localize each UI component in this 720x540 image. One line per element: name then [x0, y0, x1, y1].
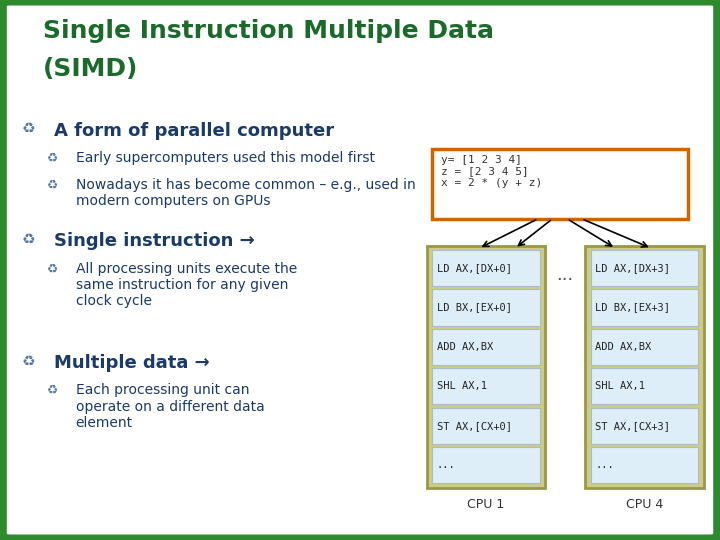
Text: CPU 1: CPU 1 — [467, 498, 505, 511]
Text: (SIMD): (SIMD) — [43, 57, 138, 80]
FancyBboxPatch shape — [432, 368, 540, 404]
FancyBboxPatch shape — [432, 250, 540, 286]
Text: Each processing unit can
operate on a different data
element: Each processing unit can operate on a di… — [76, 383, 264, 430]
Text: ♻: ♻ — [47, 151, 58, 164]
Text: A form of parallel computer: A form of parallel computer — [54, 122, 334, 139]
FancyBboxPatch shape — [590, 447, 698, 483]
Text: ...: ... — [436, 460, 456, 470]
Text: ♻: ♻ — [47, 383, 58, 396]
FancyBboxPatch shape — [590, 250, 698, 286]
Text: ♻: ♻ — [22, 122, 35, 137]
Text: SHL AX,1: SHL AX,1 — [436, 381, 487, 391]
Text: ADD AX,BX: ADD AX,BX — [595, 342, 652, 352]
FancyBboxPatch shape — [426, 246, 546, 488]
Text: SHL AX,1: SHL AX,1 — [595, 381, 645, 391]
FancyBboxPatch shape — [590, 408, 698, 444]
FancyBboxPatch shape — [585, 246, 704, 488]
FancyBboxPatch shape — [5, 4, 715, 536]
Text: LD AX,[DX+3]: LD AX,[DX+3] — [595, 263, 670, 273]
Text: ST AX,[CX+0]: ST AX,[CX+0] — [436, 421, 512, 431]
FancyBboxPatch shape — [432, 408, 540, 444]
FancyBboxPatch shape — [432, 447, 540, 483]
Bar — [0, 0, 29, 540]
Text: LD AX,[DX+0]: LD AX,[DX+0] — [436, 263, 512, 273]
FancyBboxPatch shape — [432, 289, 540, 326]
FancyBboxPatch shape — [432, 148, 688, 219]
FancyBboxPatch shape — [590, 289, 698, 326]
Text: ADD AX,BX: ADD AX,BX — [436, 342, 493, 352]
Text: Early supercomputers used this model first: Early supercomputers used this model fir… — [76, 151, 374, 165]
Text: Single Instruction Multiple Data: Single Instruction Multiple Data — [43, 19, 494, 43]
Text: ♻: ♻ — [47, 178, 58, 191]
Text: Nowadays it has become common – e.g., used in
modern computers on GPUs: Nowadays it has become common – e.g., us… — [76, 178, 415, 208]
FancyBboxPatch shape — [590, 368, 698, 404]
Text: Single instruction →: Single instruction → — [54, 232, 255, 250]
Text: ST AX,[CX+3]: ST AX,[CX+3] — [595, 421, 670, 431]
Text: LD BX,[EX+0]: LD BX,[EX+0] — [436, 302, 512, 313]
Text: LD BX,[EX+3]: LD BX,[EX+3] — [595, 302, 670, 313]
Text: All processing units execute the
same instruction for any given
clock cycle: All processing units execute the same in… — [76, 262, 297, 308]
Text: ♻: ♻ — [47, 262, 58, 275]
Text: ...: ... — [557, 266, 574, 284]
Text: ♻: ♻ — [22, 232, 35, 247]
Text: CPU 4: CPU 4 — [626, 498, 663, 511]
Text: ♻: ♻ — [22, 354, 35, 369]
Text: ...: ... — [595, 460, 614, 470]
FancyBboxPatch shape — [432, 329, 540, 365]
Text: y= [1 2 3 4]
z = [2 3 4 5]
x = 2 * (y + z): y= [1 2 3 4] z = [2 3 4 5] x = 2 * (y + … — [441, 155, 542, 188]
Text: Multiple data →: Multiple data → — [54, 354, 210, 372]
FancyBboxPatch shape — [590, 329, 698, 365]
